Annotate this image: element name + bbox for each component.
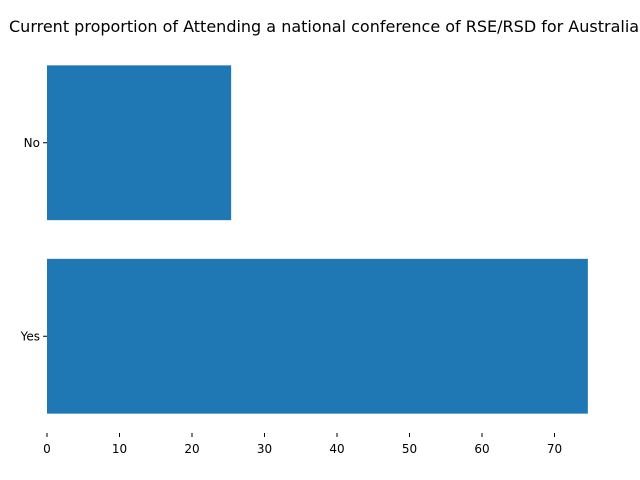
chart-title: Current proportion of Attending a nation… xyxy=(9,17,639,36)
bar-no xyxy=(47,65,232,221)
y-tick-label: Yes xyxy=(20,329,40,343)
x-tick-label: 50 xyxy=(402,442,417,456)
x-tick-label: 10 xyxy=(112,442,127,456)
y-tick-label: No xyxy=(24,136,40,150)
x-tick-label: 0 xyxy=(43,442,51,456)
x-axis: 0 10 20 30 40 50 60 70 xyxy=(43,433,562,456)
x-tick-label: 40 xyxy=(329,442,344,456)
x-tick-label: 60 xyxy=(474,442,489,456)
x-tick-label: 70 xyxy=(547,442,562,456)
y-axis: Yes No xyxy=(20,136,47,343)
bars-group xyxy=(47,65,588,414)
x-tick-label: 30 xyxy=(257,442,272,456)
bar-yes xyxy=(47,258,588,414)
x-tick-label: 20 xyxy=(184,442,199,456)
